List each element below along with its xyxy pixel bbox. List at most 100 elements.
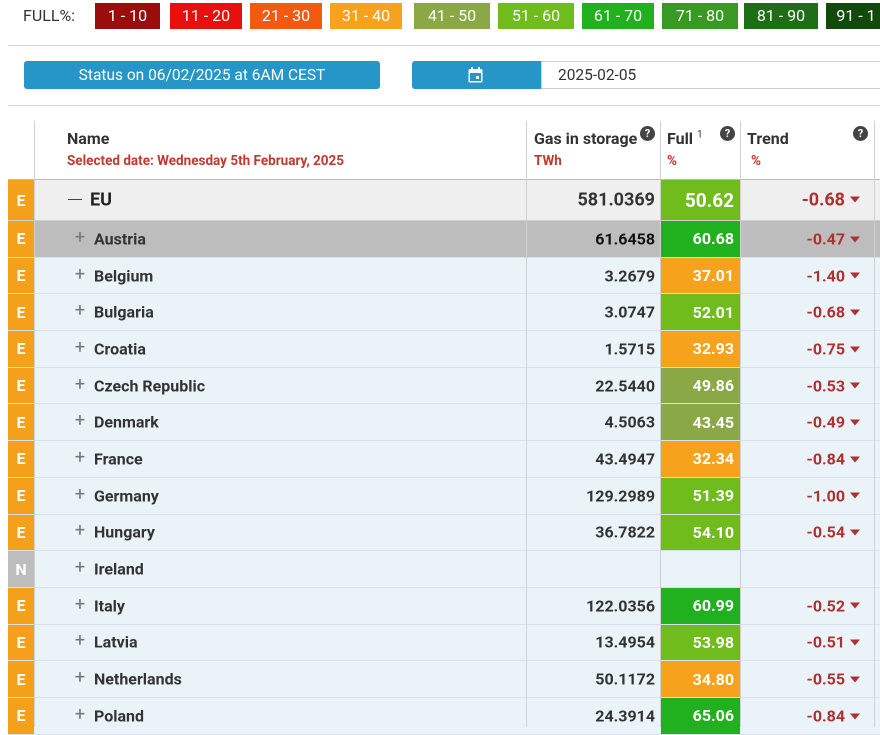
legend-chip: 51 - 60 xyxy=(498,3,574,29)
country-row[interactable]: E + Belgium 3.2679 37.01 -1.40 xyxy=(8,257,880,295)
country-row[interactable]: E + France 43.4947 32.34 -0.84 xyxy=(8,441,880,478)
country-row[interactable]: E + Italy 122.0356 60.99 -0.52 xyxy=(8,587,880,625)
gas-in-storage-value: 22.5440 xyxy=(595,376,655,396)
gas-in-storage-value: 3.0747 xyxy=(604,302,655,322)
country-name: Latvia xyxy=(94,632,138,652)
full-percent-cell: 65.06 xyxy=(661,697,740,734)
collapse-icon[interactable] xyxy=(68,199,82,200)
help-icon[interactable]: ? xyxy=(720,126,735,141)
legend-chip: 41 - 50 xyxy=(414,3,490,29)
country-name: Poland xyxy=(94,706,145,726)
trend-value: -0.47 xyxy=(807,229,860,248)
legend-chip: 71 - 80 xyxy=(662,3,738,29)
full-percent-cell: 50.62 xyxy=(661,180,740,220)
country-row[interactable]: E + Denmark 4.5063 43.45 -0.49 xyxy=(8,404,880,442)
full-percent-cell: 51.39 xyxy=(661,477,740,514)
trend-value: -0.75 xyxy=(807,339,860,358)
full-percent-cell: 52.01 xyxy=(661,294,740,331)
trend-value: -0.49 xyxy=(807,413,860,432)
trend-value: -0.54 xyxy=(807,523,860,542)
expand-icon[interactable]: + xyxy=(74,373,86,395)
full-percent-cell: 32.93 xyxy=(661,331,740,367)
trend-down-icon xyxy=(850,196,860,203)
gas-in-storage-value: 36.7822 xyxy=(595,522,655,542)
help-icon[interactable]: ? xyxy=(640,126,655,141)
legend-chip: 81 - 90 xyxy=(744,3,818,29)
legend-chip: 1 - 10 xyxy=(95,3,160,29)
calendar-icon xyxy=(468,67,483,83)
trend-value: -0.84 xyxy=(807,706,860,725)
column-divider xyxy=(34,121,35,727)
gas-in-storage-value: 3.2679 xyxy=(604,266,655,286)
expand-icon[interactable]: + xyxy=(74,263,86,285)
expand-icon[interactable]: + xyxy=(74,593,86,615)
country-name: Italy xyxy=(94,596,125,616)
trend-down-icon xyxy=(850,419,860,426)
expand-icon[interactable]: + xyxy=(74,226,86,248)
data-status-badge: E xyxy=(8,441,34,477)
eu-total-row[interactable]: E EU 581.0369 50.62 -0.68 xyxy=(8,180,880,221)
gas-in-storage-value: 129.2989 xyxy=(586,486,655,506)
trend-value: -0.53 xyxy=(807,376,860,395)
date-input[interactable]: 2025-02-05 xyxy=(541,61,880,89)
country-row[interactable]: E + Poland 24.3914 65.06 -0.84 xyxy=(8,697,880,735)
data-status-badge: E xyxy=(8,477,34,514)
country-row[interactable]: E + Hungary 36.7822 54.10 -0.54 xyxy=(8,514,880,552)
data-status-badge: E xyxy=(8,661,34,697)
country-name: Bulgaria xyxy=(94,302,154,322)
table-header: Name Selected date: Wednesday 5th Februa… xyxy=(8,121,880,180)
expand-icon[interactable]: + xyxy=(74,630,86,652)
column-header-name[interactable]: Name xyxy=(67,129,110,148)
trend-value: -0.51 xyxy=(807,633,860,652)
country-row[interactable]: E + Netherlands 50.1172 34.80 -0.55 xyxy=(8,661,880,698)
expand-icon[interactable]: + xyxy=(74,667,86,689)
expand-icon[interactable]: + xyxy=(74,446,86,468)
expand-icon[interactable]: + xyxy=(74,336,86,358)
gas-storage-table: Name Selected date: Wednesday 5th Februa… xyxy=(8,121,880,735)
data-status-badge: E xyxy=(8,514,34,551)
country-name: Czech Republic xyxy=(94,376,206,396)
legend-chip: 91 - 1 xyxy=(826,3,880,29)
country-row[interactable]: E + Germany 129.2989 51.39 -1.00 xyxy=(8,477,880,515)
column-divider xyxy=(740,121,741,727)
full-percent-cell: 34.80 xyxy=(661,661,740,697)
gas-in-storage-value: 122.0356 xyxy=(586,596,655,616)
full-percent-cell: 60.68 xyxy=(661,221,740,257)
country-row[interactable]: E + Croatia 1.5715 32.93 -0.75 xyxy=(8,331,880,368)
country-name: Croatia xyxy=(94,339,146,359)
country-row[interactable]: E + Latvia 13.4954 53.98 -0.51 xyxy=(8,624,880,662)
region-name: EU xyxy=(90,189,112,211)
calendar-button[interactable] xyxy=(412,61,541,89)
expand-icon[interactable]: + xyxy=(74,557,86,579)
legend-chip: 21 - 30 xyxy=(250,3,322,29)
trend-value: -0.52 xyxy=(807,596,860,615)
country-row[interactable]: E + Bulgaria 3.0747 52.01 -0.68 xyxy=(8,294,880,332)
expand-icon[interactable]: + xyxy=(74,410,86,432)
expand-icon[interactable]: + xyxy=(74,483,86,505)
column-header-trend[interactable]: Trend xyxy=(747,129,789,148)
divider xyxy=(8,105,880,106)
legend-chip: 31 - 40 xyxy=(330,3,402,29)
help-icon[interactable]: ? xyxy=(853,126,868,141)
status-button[interactable]: Status on 06/02/2025 at 6AM CEST xyxy=(24,61,380,89)
fill-level-legend: FULL%: 1 - 10 11 - 20 21 - 30 31 - 40 41 - 5… xyxy=(0,0,880,33)
expand-icon[interactable]: + xyxy=(74,300,86,322)
data-status-badge: E xyxy=(8,257,34,294)
legend-chip: 61 - 70 xyxy=(582,3,654,29)
full-percent-cell: 60.99 xyxy=(661,587,740,624)
column-header-full[interactable]: Full 1 xyxy=(667,129,703,148)
full-unit-label: % xyxy=(667,153,677,169)
expand-icon[interactable]: + xyxy=(74,520,86,542)
trend-value: -1.00 xyxy=(807,486,860,505)
column-divider xyxy=(526,121,527,727)
trend-unit-label: % xyxy=(751,153,761,169)
full-percent-cell: 32.34 xyxy=(661,441,740,477)
trend-down-icon xyxy=(850,602,860,609)
expand-icon[interactable]: + xyxy=(74,703,86,725)
country-row[interactable]: E + Czech Republic 22.5440 49.86 -0.53 xyxy=(8,367,880,405)
column-header-gas-in-storage[interactable]: Gas in storage xyxy=(534,129,638,148)
country-row[interactable]: N + Ireland xyxy=(8,551,880,588)
column-divider xyxy=(660,121,661,727)
trend-value: -0.68 xyxy=(807,303,860,322)
country-row[interactable]: E + Austria 61.6458 60.68 -0.47 xyxy=(8,221,880,258)
